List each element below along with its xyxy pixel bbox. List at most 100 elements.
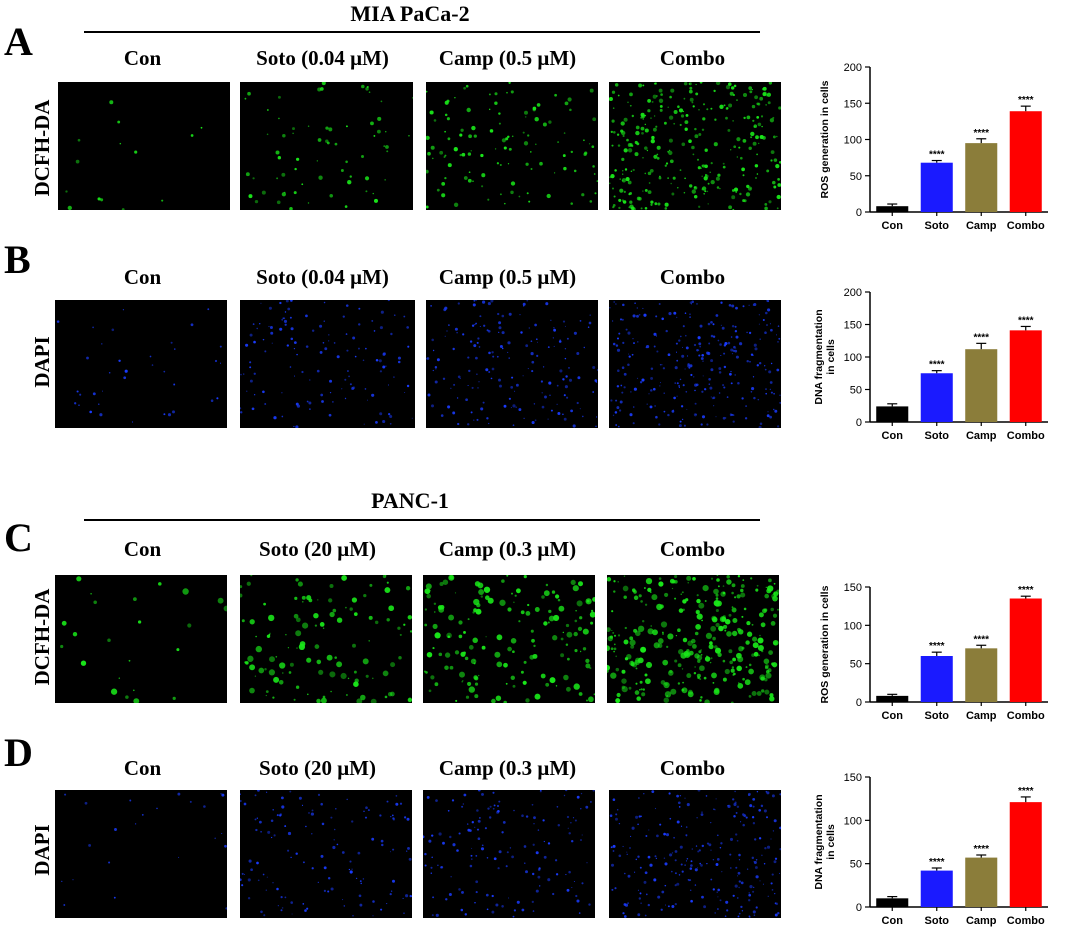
cell-speckle xyxy=(610,672,617,679)
cell-speckle xyxy=(574,649,578,653)
cell-speckle xyxy=(518,195,521,198)
cell-speckle xyxy=(701,895,704,899)
cell-speckle xyxy=(737,897,739,899)
cell-speckle xyxy=(760,622,766,628)
cell-speckle xyxy=(621,157,625,162)
cell-speckle xyxy=(690,373,693,377)
cell-speckle xyxy=(722,591,726,595)
cell-speckle xyxy=(423,835,425,839)
cell-speckle xyxy=(644,871,648,875)
cell-speckle xyxy=(240,593,243,598)
cell-speckle xyxy=(382,419,386,424)
cell-speckle xyxy=(694,383,698,387)
cell-speckle xyxy=(733,345,736,349)
cell-speckle xyxy=(701,186,707,191)
y-tick-label: 150 xyxy=(844,98,862,110)
cell-speckle xyxy=(408,134,410,137)
cell-speckle xyxy=(660,680,666,685)
cell-speckle xyxy=(710,396,712,398)
cell-speckle xyxy=(531,360,535,364)
cell-speckle xyxy=(369,583,373,587)
cell-speckle xyxy=(755,135,759,140)
cell-speckle xyxy=(336,617,343,623)
cell-speckle xyxy=(295,852,298,855)
cell-speckle xyxy=(390,890,393,892)
cell-speckle xyxy=(386,618,390,622)
cell-speckle xyxy=(710,577,714,580)
cell-speckle xyxy=(697,790,701,792)
cell-speckle xyxy=(749,804,753,808)
cell-speckle xyxy=(499,384,502,388)
cell-speckle xyxy=(444,665,449,670)
cell-speckle xyxy=(535,143,537,146)
cell-speckle xyxy=(677,187,679,189)
cell-speckle xyxy=(739,192,742,196)
cell-speckle xyxy=(345,694,348,696)
cell-speckle xyxy=(771,889,774,891)
cell-speckle xyxy=(736,665,742,672)
cell-speckle xyxy=(548,615,555,622)
cell-speckle xyxy=(684,127,688,131)
micrograph-a-combo xyxy=(609,82,781,210)
cell-speckle xyxy=(465,84,469,88)
cell-speckle xyxy=(447,635,451,639)
cell-speckle xyxy=(774,892,776,895)
cell-speckle xyxy=(322,627,325,629)
cell-speckle xyxy=(385,365,387,367)
cell-speckle xyxy=(642,307,644,309)
cell-speckle xyxy=(720,301,723,304)
cell-speckle xyxy=(756,153,758,156)
cell-speckle xyxy=(92,392,96,396)
cell-speckle xyxy=(296,353,298,356)
cell-speckle xyxy=(506,575,509,577)
cell-speckle xyxy=(311,329,315,332)
cell-speckle xyxy=(765,388,767,390)
cell-speckle xyxy=(254,199,259,204)
cell-speckle xyxy=(510,90,514,94)
cell-speckle xyxy=(745,816,748,819)
cell-speckle xyxy=(456,849,459,852)
cell-speckle xyxy=(734,325,737,328)
cell-speckle xyxy=(320,393,324,397)
cell-speckle xyxy=(685,826,688,828)
cell-speckle xyxy=(674,884,677,887)
cell-speckle xyxy=(616,337,620,340)
cell-speckle xyxy=(764,847,767,850)
cell-speckle xyxy=(432,896,435,899)
cell-speckle xyxy=(498,321,502,325)
cell-speckle xyxy=(333,342,336,344)
cell-speckle xyxy=(711,672,717,679)
cell-speckle xyxy=(777,325,780,327)
cell-speckle xyxy=(669,95,672,99)
cell-speckle xyxy=(622,341,625,344)
cell-speckle xyxy=(532,843,535,846)
cell-speckle xyxy=(522,680,527,685)
cell-speckle xyxy=(565,623,570,628)
cell-speckle xyxy=(262,390,265,394)
cell-speckle xyxy=(618,822,621,825)
cell-speckle xyxy=(668,670,674,676)
cell-speckle xyxy=(362,359,365,362)
cell-speckle xyxy=(534,607,540,612)
cell-speckle xyxy=(430,866,433,869)
col-header-b-soto: Soto (0.04 μM) xyxy=(256,265,389,289)
cell-speckle xyxy=(262,338,265,341)
cell-speckle xyxy=(770,159,773,162)
cell-speckle xyxy=(408,857,412,861)
cell-speckle xyxy=(336,355,340,359)
cell-speckle xyxy=(702,360,704,362)
cell-speckle xyxy=(740,881,744,885)
cell-speckle xyxy=(701,128,705,132)
cell-speckle xyxy=(465,695,470,699)
cell-speckle xyxy=(431,914,434,917)
cell-speckle xyxy=(707,322,711,326)
cell-speckle xyxy=(365,806,368,810)
cell-speckle xyxy=(656,157,660,160)
cell-speckle xyxy=(738,859,741,861)
cell-speckle xyxy=(355,877,358,880)
cell-speckle xyxy=(713,405,715,407)
cell-speckle xyxy=(689,301,692,304)
cell-speckle xyxy=(321,400,324,403)
cell-speckle xyxy=(259,323,261,325)
